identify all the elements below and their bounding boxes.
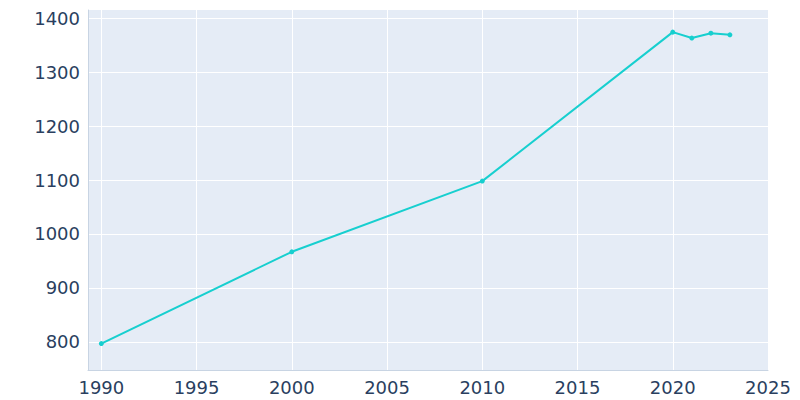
svg-text:2000: 2000 [269, 377, 315, 398]
svg-text:2010: 2010 [459, 377, 505, 398]
svg-text:2005: 2005 [364, 377, 410, 398]
svg-text:900: 900 [46, 277, 80, 298]
svg-text:1990: 1990 [78, 377, 124, 398]
svg-text:1300: 1300 [34, 62, 80, 83]
svg-text:1200: 1200 [34, 116, 80, 137]
svg-text:2015: 2015 [555, 377, 601, 398]
svg-text:1000: 1000 [34, 223, 80, 244]
svg-text:800: 800 [46, 331, 80, 352]
svg-text:1100: 1100 [34, 170, 80, 191]
svg-text:1995: 1995 [174, 377, 220, 398]
svg-text:2020: 2020 [650, 377, 696, 398]
svg-text:1400: 1400 [34, 8, 80, 29]
svg-text:2025: 2025 [745, 377, 791, 398]
